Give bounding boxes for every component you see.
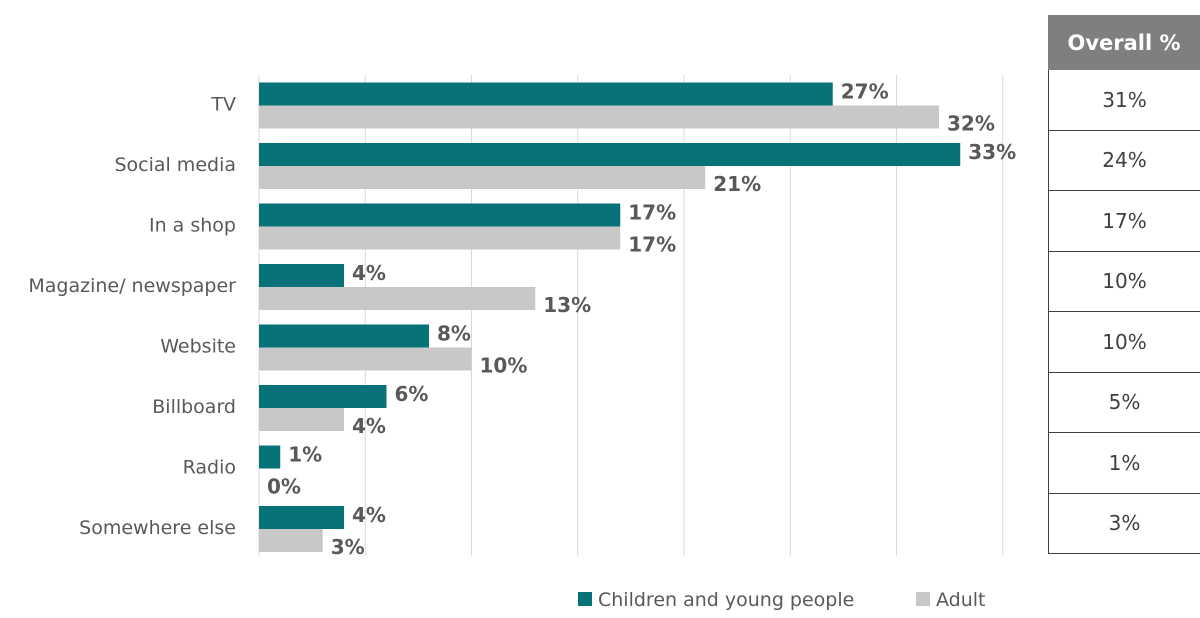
category-label: Website <box>160 336 236 358</box>
bar-adult <box>259 166 706 189</box>
data-label: 10% <box>480 354 528 378</box>
data-label: 4% <box>352 261 386 285</box>
bar-children <box>259 264 344 287</box>
overall-table-header: Overall % <box>1048 15 1200 70</box>
overall-cell: 31% <box>1048 70 1200 131</box>
data-label: 8% <box>437 322 471 346</box>
bars <box>259 82 961 552</box>
bar-adult <box>259 105 939 129</box>
legend-swatch <box>578 592 592 606</box>
bar-adult <box>259 347 472 371</box>
bar-children <box>259 506 344 529</box>
data-label: 4% <box>352 503 386 527</box>
data-label: 13% <box>543 293 591 317</box>
overall-cell: 1% <box>1048 433 1200 494</box>
legend: Children and young people Adult <box>578 589 986 611</box>
data-label: 0% <box>267 475 301 499</box>
labels: TV 27% 32% Social media 33% 21% In a shop 17% 17… <box>28 80 1016 560</box>
category-label: TV <box>210 94 236 116</box>
data-label: 17% <box>628 233 676 257</box>
legend-label: Adult <box>936 589 986 611</box>
legend-label: Children and young people <box>598 589 854 611</box>
overall-cell: 10% <box>1048 251 1200 312</box>
bar-adult <box>259 408 344 431</box>
category-label: Somewhere else <box>79 517 236 539</box>
overall-cell: 10% <box>1048 312 1200 373</box>
data-label: 6% <box>395 382 429 406</box>
bar-adult <box>259 226 621 250</box>
overall-cell: 3% <box>1048 493 1200 554</box>
bar-children <box>259 445 281 469</box>
category-label: Magazine/ newspaper <box>28 275 236 297</box>
category-label: In a shop <box>149 215 236 237</box>
bar-children <box>259 143 961 166</box>
data-label: 17% <box>628 201 676 225</box>
bar-adult <box>259 287 536 310</box>
category-label: Radio <box>183 457 236 479</box>
bar-chart: TV 27% 32% Social media 33% 21% In a shop 17% 17… <box>28 75 1016 611</box>
overall-table: Overall % 31% 24% 17% 10% 10% 5% 1% 3% <box>1048 15 1200 554</box>
overall-cell: 5% <box>1048 372 1200 433</box>
data-label: 33% <box>968 140 1016 164</box>
bar-adult <box>259 529 323 552</box>
overall-cell: 24% <box>1048 130 1200 191</box>
bar-children <box>259 82 833 106</box>
category-label: Billboard <box>152 396 236 418</box>
bar-children <box>259 203 621 227</box>
bar-children <box>259 324 429 348</box>
legend-swatch <box>916 592 930 606</box>
overall-cell: 17% <box>1048 191 1200 252</box>
data-label: 21% <box>713 172 761 196</box>
bar-children <box>259 385 387 408</box>
data-label: 32% <box>947 112 995 136</box>
data-label: 4% <box>352 414 386 438</box>
data-label: 3% <box>331 535 365 559</box>
data-label: 1% <box>288 443 322 467</box>
category-label: Social media <box>114 154 236 176</box>
data-label: 27% <box>841 80 889 104</box>
